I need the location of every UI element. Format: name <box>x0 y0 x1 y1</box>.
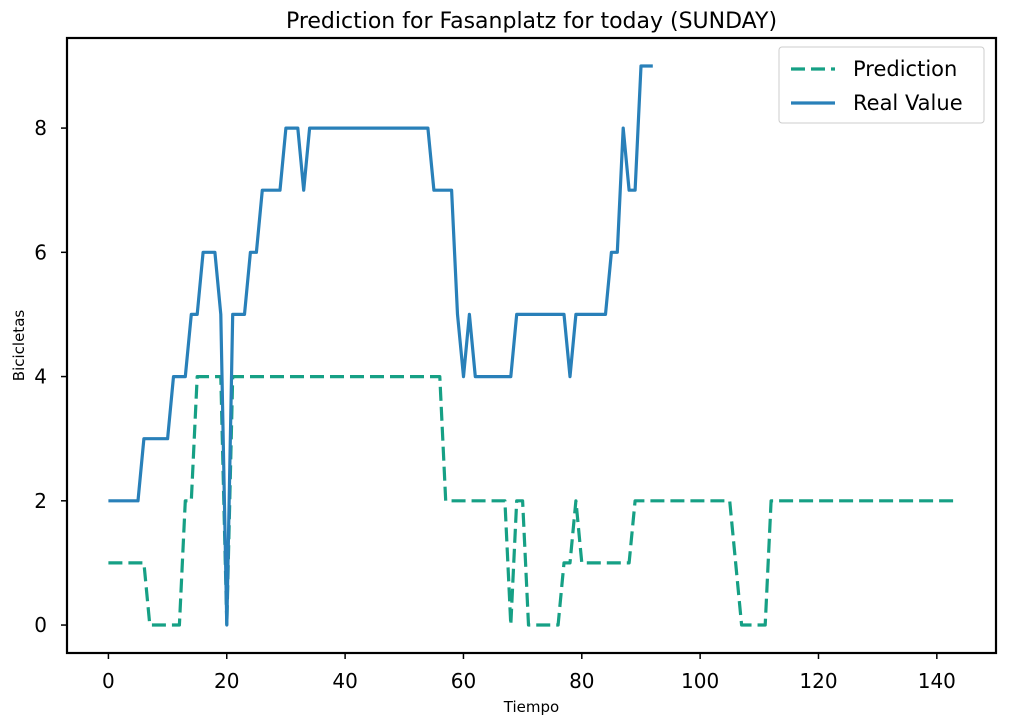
chart-title: Prediction for Fasanplatz for today (SUN… <box>286 9 777 34</box>
y-axis-label: Bicicletas <box>10 310 28 382</box>
x-tick-label: 20 <box>214 669 239 693</box>
x-tick-label: 120 <box>799 669 837 693</box>
legend-label-prediction: Prediction <box>853 57 957 81</box>
x-tick-label: 40 <box>332 669 357 693</box>
x-tick-label: 0 <box>102 669 115 693</box>
y-tick-label: 2 <box>34 489 47 513</box>
plot-frame <box>65 36 998 655</box>
x-tick-label: 60 <box>451 669 476 693</box>
y-tick-label: 8 <box>34 116 47 140</box>
series-line-real-value <box>108 64 653 627</box>
x-axis-label: Tiempo <box>503 698 559 716</box>
y-tick-label: 6 <box>34 240 47 264</box>
x-tick-label: 80 <box>569 669 594 693</box>
y-tick-label: 0 <box>34 613 47 637</box>
x-tick-label: 100 <box>681 669 719 693</box>
y-tick-label: 4 <box>34 365 47 389</box>
x-tick-label: 140 <box>918 669 956 693</box>
legend: Prediction Real Value <box>778 46 985 124</box>
series-line-prediction <box>108 375 955 627</box>
legend-label-real-value: Real Value <box>853 91 963 115</box>
